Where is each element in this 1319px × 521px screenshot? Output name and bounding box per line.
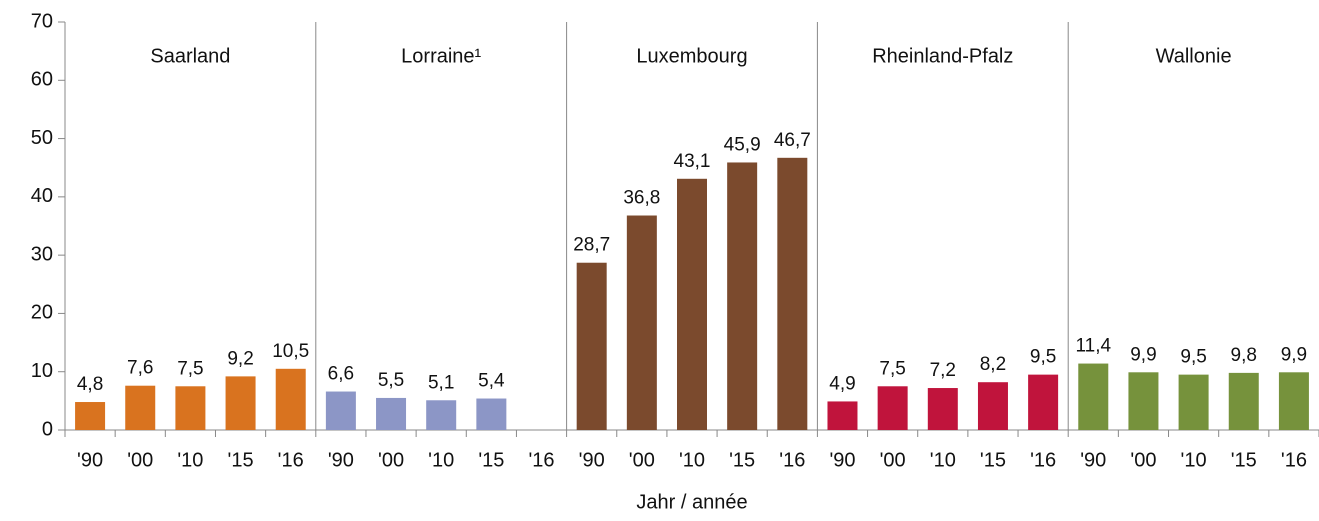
x-tick-label: '10 xyxy=(930,449,956,471)
value-label: 9,8 xyxy=(1231,345,1257,366)
y-tick-label: 50 xyxy=(31,127,53,149)
x-tick-label: '15 xyxy=(1231,449,1257,471)
value-label: 5,5 xyxy=(378,370,404,391)
x-tick-label: '10 xyxy=(428,449,454,471)
bar xyxy=(827,401,858,430)
x-tick-label: '90 xyxy=(328,449,354,471)
bar xyxy=(877,386,908,430)
bar xyxy=(1228,372,1259,430)
y-tick-label: 70 xyxy=(31,10,53,32)
bar xyxy=(476,398,507,430)
bar xyxy=(376,397,407,430)
x-tick-label: '90 xyxy=(1080,449,1106,471)
x-tick-label: '00 xyxy=(1130,449,1156,471)
bar xyxy=(426,400,457,430)
bar xyxy=(927,388,958,430)
x-tick-label: '10 xyxy=(177,449,203,471)
x-tick-label: '16 xyxy=(1030,449,1056,471)
x-tick-label: '16 xyxy=(528,449,554,471)
x-tick-label: '00 xyxy=(378,449,404,471)
bar xyxy=(175,386,206,430)
value-label: 7,5 xyxy=(879,358,905,379)
panel-title: Wallonie xyxy=(1156,45,1232,67)
value-label: 8,2 xyxy=(980,354,1006,375)
value-label: 7,5 xyxy=(177,358,203,379)
value-label: 36,8 xyxy=(623,188,660,209)
x-tick-label: '00 xyxy=(629,449,655,471)
x-tick-label: '15 xyxy=(228,449,254,471)
bar xyxy=(1078,363,1109,430)
y-tick-label: 0 xyxy=(42,418,53,440)
x-tick-label: '90 xyxy=(77,449,103,471)
value-label: 10,5 xyxy=(272,341,309,362)
value-label: 45,9 xyxy=(724,134,761,155)
value-label: 9,9 xyxy=(1281,344,1307,365)
bar xyxy=(1178,374,1209,430)
y-tick-label: 30 xyxy=(31,243,53,265)
bar xyxy=(275,368,306,430)
bar xyxy=(75,402,106,430)
value-label: 9,5 xyxy=(1180,347,1206,368)
bar xyxy=(125,385,156,430)
bar xyxy=(325,391,356,430)
x-tick-label: '16 xyxy=(779,449,805,471)
panel-title: Saarland xyxy=(150,45,230,67)
value-label: 9,2 xyxy=(227,348,253,369)
x-tick-label: '15 xyxy=(980,449,1006,471)
value-label: 7,6 xyxy=(127,358,153,379)
x-tick-label: '90 xyxy=(829,449,855,471)
panel-title: Rheinland-Pfalz xyxy=(872,45,1013,67)
value-label: 46,7 xyxy=(774,130,811,151)
bar xyxy=(1128,372,1159,430)
x-tick-label: '10 xyxy=(679,449,705,471)
value-label: 4,9 xyxy=(829,373,855,394)
bar xyxy=(225,376,256,430)
bar xyxy=(727,162,758,430)
x-tick-label: '90 xyxy=(579,449,605,471)
value-label: 7,2 xyxy=(930,360,956,381)
bar xyxy=(1278,372,1309,430)
value-label: 43,1 xyxy=(674,151,711,172)
x-tick-label: '10 xyxy=(1181,449,1207,471)
x-tick-label: '16 xyxy=(1281,449,1307,471)
x-tick-label: '00 xyxy=(127,449,153,471)
bar xyxy=(626,215,657,430)
panel-title: Lorraine¹ xyxy=(401,45,481,67)
bar xyxy=(777,157,808,430)
value-label: 11,4 xyxy=(1075,336,1111,357)
value-label: 4,8 xyxy=(77,374,103,395)
x-tick-label: '00 xyxy=(880,449,906,471)
y-tick-label: 10 xyxy=(31,360,53,382)
value-label: 5,4 xyxy=(478,371,505,392)
panel-title: Luxembourg xyxy=(636,45,747,67)
value-label: 9,5 xyxy=(1030,347,1056,368)
bar xyxy=(1028,374,1059,430)
x-tick-label: '15 xyxy=(478,449,504,471)
y-tick-label: 60 xyxy=(31,69,53,91)
value-label: 6,6 xyxy=(328,364,354,385)
bar xyxy=(677,178,707,430)
value-label: 28,7 xyxy=(573,235,610,256)
y-tick-label: 40 xyxy=(31,185,53,207)
x-tick-label: '16 xyxy=(278,449,304,471)
x-axis-label: Jahr / année xyxy=(636,491,747,513)
y-tick-label: 20 xyxy=(31,302,53,324)
x-tick-label: '15 xyxy=(729,449,755,471)
value-label: 5,1 xyxy=(428,372,454,393)
bar xyxy=(576,262,607,430)
value-label: 9,9 xyxy=(1130,344,1156,365)
bar xyxy=(977,382,1008,430)
